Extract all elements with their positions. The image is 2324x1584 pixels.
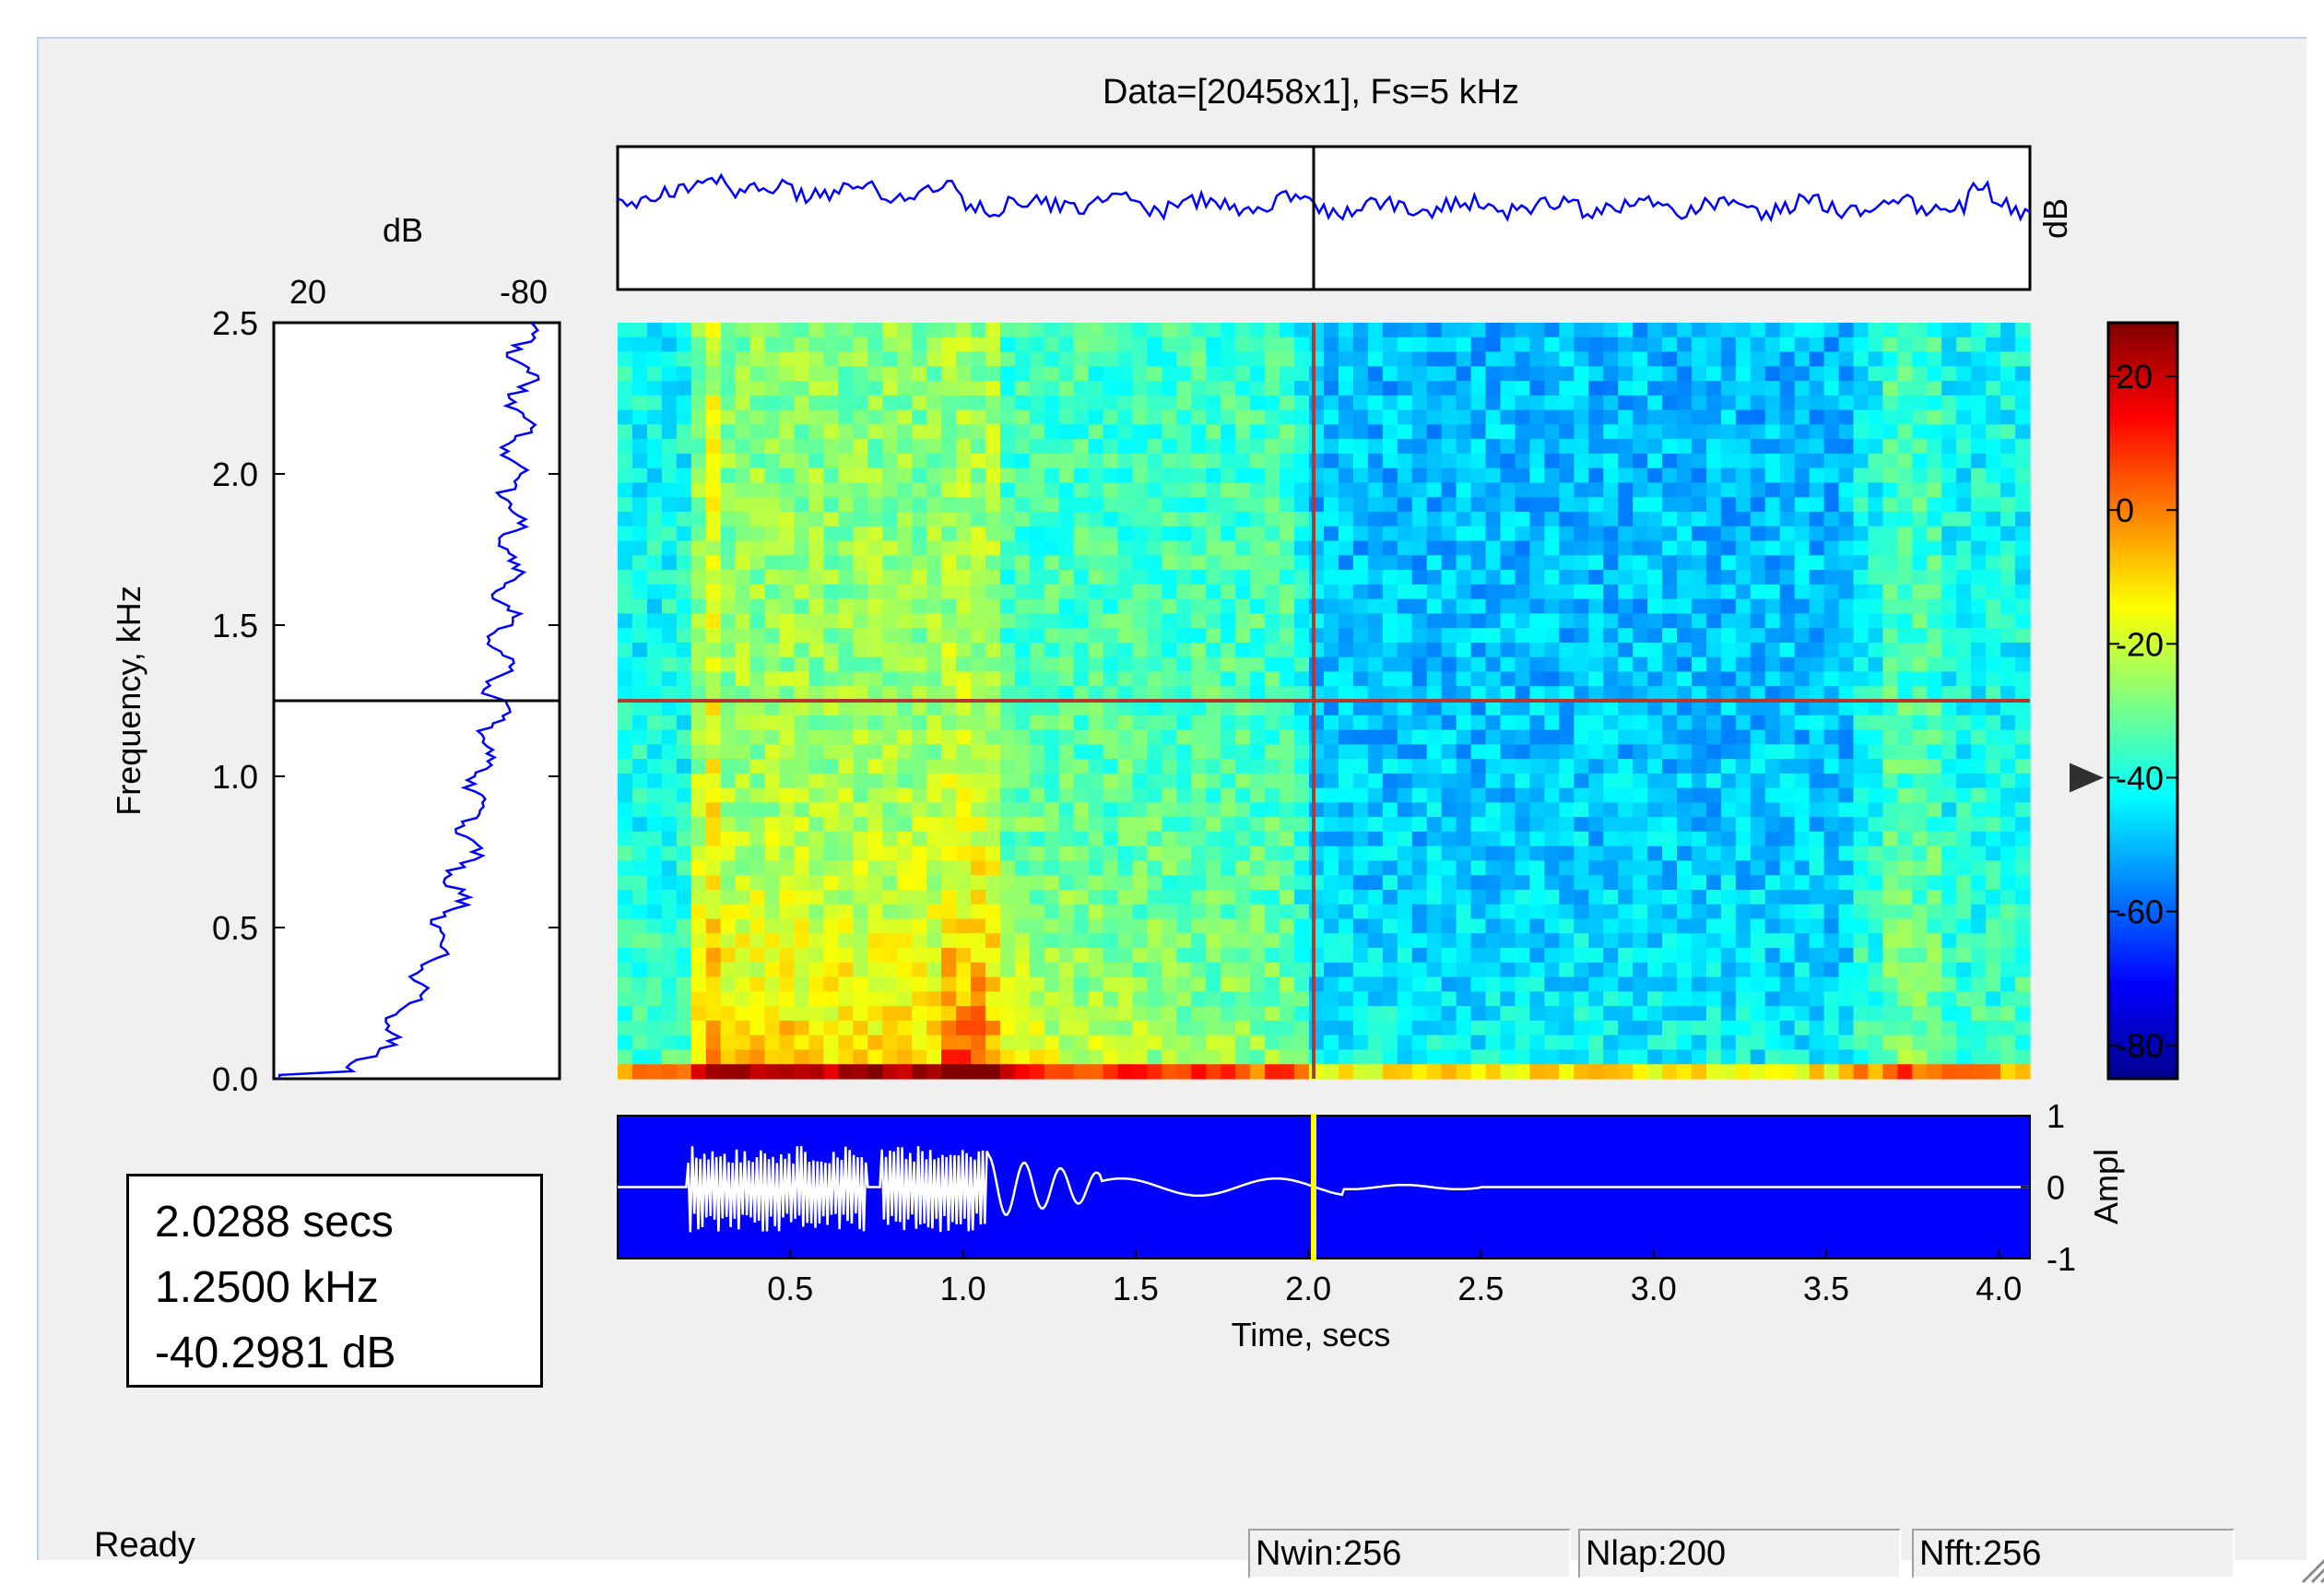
cursor-readout-box: 2.0288 secs 1.2500 kHz -40.2981 dB	[126, 1174, 543, 1388]
amplitude-tick-label-0: 1	[2047, 1097, 2065, 1135]
time-tick-label-0: 0.5	[767, 1270, 813, 1307]
frequency-axis-label: Frequency, kHz	[110, 585, 147, 815]
time-tick-label-7: 4.0	[1976, 1270, 2022, 1307]
frequency-tick-label-4: 0.5	[212, 909, 258, 947]
colorbar-threshold-marker[interactable]	[2070, 762, 2104, 792]
colorbar	[2108, 323, 2177, 1079]
colorbar-tick-label-4: -60	[2116, 893, 2164, 931]
spectrum-tick-left: 20	[289, 273, 326, 311]
time-tick-label-5: 3.0	[1631, 1270, 1677, 1307]
status-text: Ready	[94, 1526, 195, 1566]
colorbar-tick-label-5: -80	[2116, 1027, 2164, 1065]
spectrum-tick-right: -80	[500, 273, 548, 311]
frequency-tick-label-2: 1.5	[212, 607, 258, 644]
readout-frequency: 1.2500 kHz	[155, 1255, 540, 1320]
nlap-field: Nlap:200	[1578, 1529, 1901, 1578]
nfft-field: Nfft:256	[1912, 1529, 2235, 1578]
level-strip-label: dB	[2036, 198, 2074, 239]
spectrogram-window: Data=[20458x1], Fs=5 kHz dB dB 20 -80 2.…	[37, 37, 2306, 1560]
amplitude-tick-label-1: 0	[2047, 1169, 2065, 1207]
frequency-tick-label-1: 2.0	[212, 455, 258, 493]
time-tick-label-2: 1.5	[1113, 1270, 1159, 1307]
time-tick-label-3: 2.0	[1285, 1270, 1331, 1307]
frequency-tick-label-3: 1.0	[212, 758, 258, 796]
colorbar-tick-label-2: -20	[2116, 625, 2164, 663]
figure-title: Data=[20458x1], Fs=5 kHz	[1103, 73, 1519, 112]
time-tick-label-4: 2.5	[1457, 1270, 1504, 1307]
amplitude-axis-label: Ampl	[2087, 1149, 2125, 1224]
frequency-tick-labels: 2.5 2.0 1.5 1.0 0.5 0.0	[212, 304, 258, 1098]
readout-level: -40.2981 dB	[155, 1320, 540, 1386]
readout-time: 2.0288 secs	[155, 1189, 540, 1255]
spectrum-axis-label: dB	[383, 211, 423, 249]
time-tick-label-1: 1.0	[940, 1270, 986, 1307]
frequency-tick-label-5: 0.0	[212, 1060, 258, 1098]
colorbar-tick-label-1: 0	[2116, 491, 2134, 529]
time-axis-label: Time, secs	[1232, 1316, 1391, 1353]
resize-grip-icon[interactable]	[2295, 1547, 2324, 1584]
amplitude-tick-label-2: -1	[2047, 1240, 2076, 1278]
nwin-field: Nwin:256	[1248, 1529, 1571, 1578]
colorbar-tick-label-0: 20	[2116, 358, 2153, 396]
time-tick-label-6: 3.5	[1803, 1270, 1849, 1307]
frequency-tick-label-0: 2.5	[212, 304, 258, 342]
level-strip-axes	[618, 147, 2030, 290]
colorbar-tick-label-3: -40	[2116, 759, 2164, 797]
